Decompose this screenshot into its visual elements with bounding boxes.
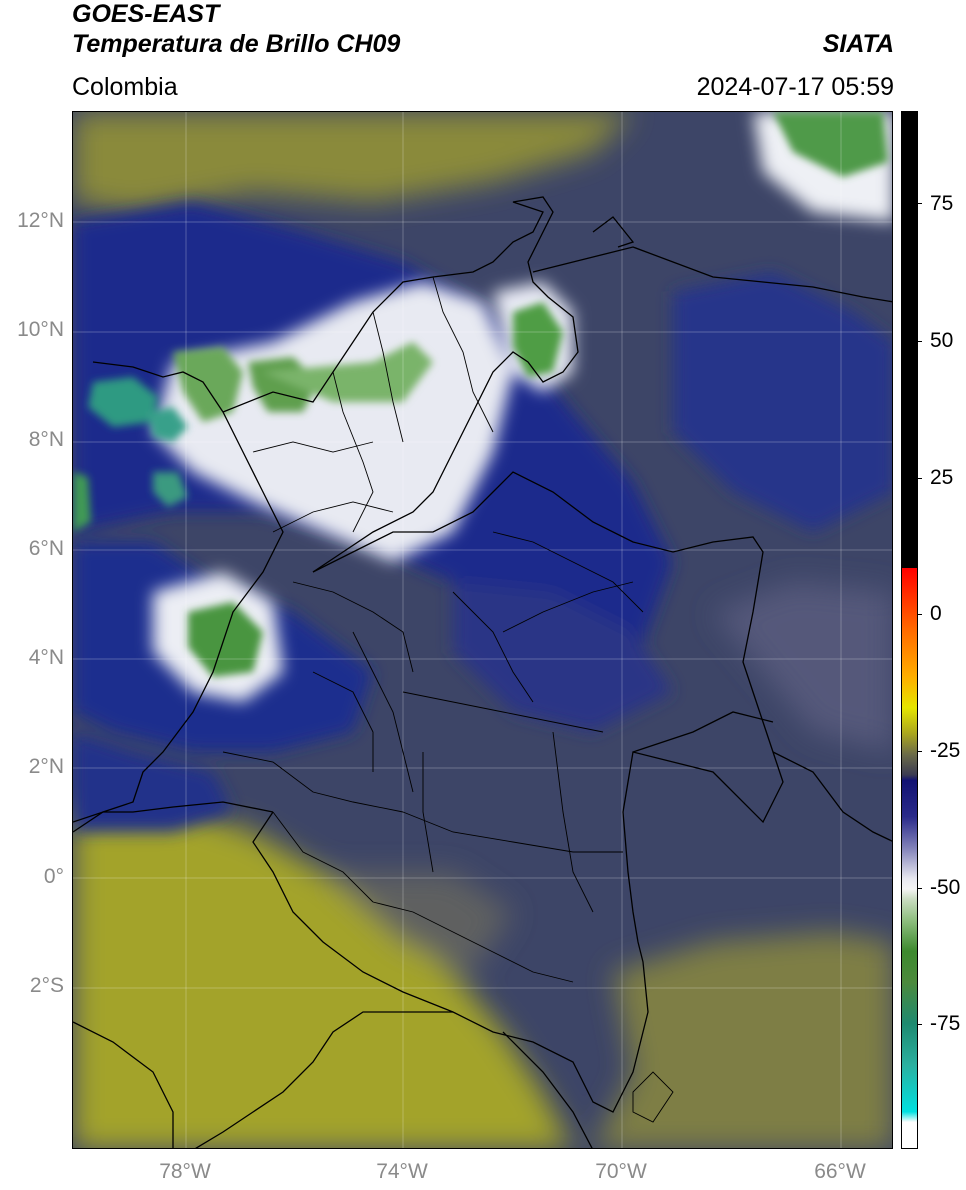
subtitle-region: Colombia bbox=[72, 73, 178, 101]
colorbar-label-75: 75 bbox=[930, 192, 954, 215]
gridlines bbox=[73, 112, 892, 1148]
lat-label-6n: 6°N bbox=[28, 537, 64, 560]
dry-air-regions bbox=[73, 112, 892, 1148]
colorbar-label-50: 50 bbox=[930, 329, 954, 352]
colorbar-tick bbox=[917, 203, 922, 204]
lat-label-12n: 12°N bbox=[17, 209, 64, 232]
title-satellite: GOES-EAST bbox=[72, 0, 220, 28]
colorbar-tick bbox=[917, 614, 922, 615]
lat-label-10n: 10°N bbox=[17, 318, 64, 341]
lat-label-4n: 4°N bbox=[28, 646, 64, 669]
brand-label: SIATA bbox=[822, 30, 894, 58]
timestamp: 2024-07-17 05:59 bbox=[696, 73, 894, 101]
title-product: Temperatura de Brillo CH09 bbox=[72, 30, 401, 58]
colorbar-tick bbox=[917, 888, 922, 889]
colorbar-label-minus75: -75 bbox=[930, 1012, 961, 1035]
lat-label-2n: 2°N bbox=[28, 755, 64, 778]
lat-label-0: 0° bbox=[43, 865, 64, 888]
colorbar-tick bbox=[917, 1024, 922, 1025]
colorbar bbox=[901, 111, 918, 1149]
lon-label-74w: 74°W bbox=[376, 1160, 428, 1183]
lat-label-2s: 2°S bbox=[29, 974, 64, 997]
colorbar-label-minus50: -50 bbox=[930, 876, 961, 899]
lon-label-70w: 70°W bbox=[595, 1160, 647, 1183]
lat-label-8n: 8°N bbox=[28, 428, 64, 451]
colorbar-label-minus25: -25 bbox=[930, 739, 961, 762]
colorbar-label-0: 0 bbox=[930, 602, 942, 625]
lon-label-78w: 78°W bbox=[159, 1160, 211, 1183]
colorbar-tick bbox=[917, 341, 922, 342]
colorbar-tick bbox=[917, 478, 922, 479]
satellite-map bbox=[72, 111, 893, 1149]
colorbar-label-25: 25 bbox=[930, 466, 954, 489]
map-image bbox=[73, 112, 892, 1148]
colorbar-tick bbox=[917, 751, 922, 752]
borders bbox=[73, 196, 892, 1148]
lon-label-66w: 66°W bbox=[814, 1160, 866, 1183]
